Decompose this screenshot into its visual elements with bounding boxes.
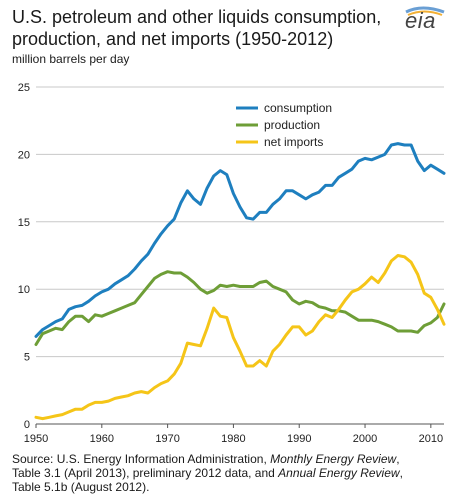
legend-label-consumption: consumption [264, 101, 332, 115]
eia-logo-swoosh-2 [407, 10, 443, 16]
x-tick-label: 1980 [221, 433, 245, 445]
x-tick-label: 1970 [155, 433, 179, 445]
source-line1-italic: Monthly Energy Review [270, 452, 397, 466]
eia-logo-swoosh [405, 6, 445, 14]
x-tick-label: 1990 [287, 433, 311, 445]
production-line [34, 270, 446, 346]
line-chart: 0 5 10 15 20 25 1950 1960 1970 1980 1990 2000 2010 co… [18, 82, 446, 445]
y-tick-label: 5 [24, 352, 30, 364]
source-line2-prefix: Table 3.1 (April 2013), preliminary 2012… [12, 466, 279, 480]
source-line3: Table 5.1b (August 2012). [12, 480, 150, 494]
y-tick-label: 15 [18, 217, 30, 229]
x-tick-label: 2000 [353, 433, 377, 445]
y-tick-label: 25 [18, 82, 30, 94]
source-line1-suffix: , [396, 452, 400, 466]
y-tick-label: 20 [18, 149, 30, 161]
legend-label-production: production [264, 118, 320, 132]
legend-label-net-imports: net imports [264, 135, 323, 149]
y-tick-label: 0 [24, 419, 30, 431]
x-tick-label: 1950 [24, 433, 48, 445]
y-tick-label: 10 [18, 284, 30, 296]
source-note: Source: U.S. Energy Information Administ… [12, 452, 452, 494]
units-label: million barrels per day [12, 52, 130, 66]
eia-logo [405, 6, 445, 16]
x-tick-label: 1960 [90, 433, 114, 445]
chart-title: U.S. petroleum and other liquids consump… [12, 7, 382, 49]
x-tick-label: 2010 [419, 433, 443, 445]
source-line1-prefix: Source: U.S. Energy Information Administ… [12, 452, 271, 466]
eia-logo-text: eia [405, 8, 436, 33]
source-line2-suffix: , [399, 466, 403, 480]
consumption-line [34, 142, 446, 338]
net-imports-line [34, 254, 446, 421]
source-line2-italic: Annual Energy Review [278, 466, 400, 480]
